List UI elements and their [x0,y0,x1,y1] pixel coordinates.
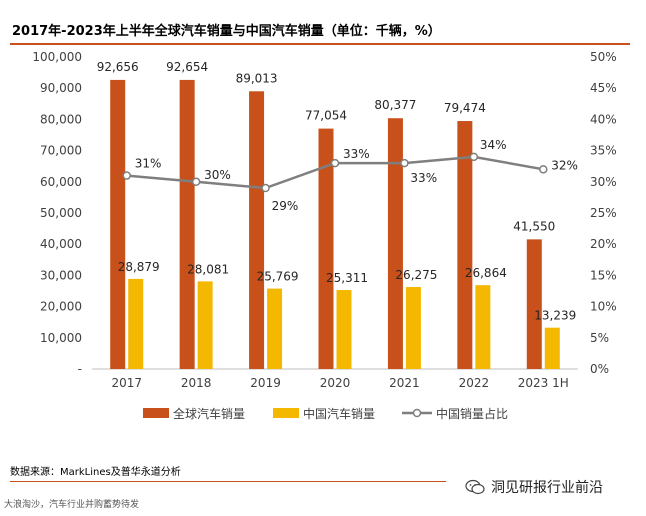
data-label-china-share: 31% [135,157,162,171]
marker-china-share [122,171,131,180]
chart-title: 2017年-2023年上半年全球汽车销量与中国汽车销量（单位：千辆，%） [12,24,441,39]
bar-global-sales [249,91,265,369]
data-label-china-sales: 25,769 [257,270,299,284]
data-label-china-share: 32% [551,158,578,172]
data-label-global-sales: 89,013 [236,71,278,85]
y-left-tick-label: - [78,362,82,376]
bar-global-sales [457,121,473,369]
y-left-tick-label: 90,000 [40,81,82,95]
bar-global-sales [110,79,126,370]
x-tick-label: 2022 [459,376,490,390]
y-left-tick-label: 50,000 [40,206,82,220]
y-left-tick-label: 40,000 [40,237,82,251]
wechat-account-name: 洞见研报行业前沿 [491,480,603,496]
y-left-tick-label: 80,000 [40,112,82,126]
data-label-china-sales: 28,081 [187,262,229,276]
marker-china-share [469,152,479,162]
x-tick-label: 2020 [320,376,351,390]
data-label-global-sales: 77,054 [305,109,347,123]
bar-global-sales [318,128,334,369]
data-label-global-sales: 80,377 [374,98,416,112]
marker-china-share [539,165,548,174]
y-left-tick-label: 30,000 [40,268,82,282]
data-label-global-sales: 92,656 [97,60,139,74]
data-label-global-sales: 79,474 [444,101,486,115]
data-label-china-share: 33% [410,171,437,185]
bar-china-sales [405,287,421,369]
x-tick-label: 2019 [250,376,281,390]
y-left-tick-label: 10,000 [40,331,82,345]
data-label-china-share: 29% [272,199,299,213]
bar-china-sales [544,327,560,369]
data-label-china-sales: 28,879 [118,260,160,274]
y-right-tick-label: 40% [590,112,617,126]
y-left-tick-label: 60,000 [40,175,82,189]
x-tick-label: 2018 [181,376,212,390]
data-label-china-share: 30% [204,168,231,182]
wechat-icon [465,479,485,495]
y-left-tick-label: 70,000 [40,144,82,158]
combo-chart: - 10,000 20,000 30,000 40,000 50,000 60,000 70,… [32,50,617,421]
bar-global-sales [526,239,542,369]
title-divider [10,43,630,45]
x-tick-label: 2021 [389,376,420,390]
marker-china-share [330,158,340,168]
bar-global-sales [387,118,403,370]
y-right-tick-label: 50% [590,50,617,64]
data-label-china-sales: 25,311 [326,271,368,285]
y-right-tick-label: 35% [590,144,617,158]
legend-label-global: 全球汽车销量 [173,406,245,421]
bar-china-sales [197,281,213,369]
bar-china-sales [267,288,283,369]
footer-divider [10,481,446,482]
y-right-tick-label: 25% [590,206,617,220]
data-label-china-share: 33% [343,147,370,161]
y-left-tick-label: 100,000 [32,50,82,64]
wechat-watermark: 洞见研报行业前沿 [465,477,603,497]
source-watermark: 大浪淘沙，汽车行业并购蓄势待发 [4,500,140,510]
bar-china-sales [336,290,352,369]
bar-global-sales [179,79,195,369]
marker-china-share [400,158,409,168]
legend-swatch-china [273,408,299,418]
data-source: 数据来源：MarkLines及普华永道分析 [10,467,181,478]
y-right-tick-label: 5% [590,331,609,345]
data-label-china-share: 34% [480,138,507,152]
y-right-tick-label: 20% [590,237,617,251]
y-right-tick-label: 15% [590,268,617,282]
data-label-global-sales: 92,654 [166,60,208,74]
data-label-china-sales: 26,864 [465,266,507,280]
y-left-tick-label: 20,000 [40,300,82,314]
y-right-tick-label: 0% [590,362,609,376]
marker-china-share [261,183,270,193]
data-label-china-sales: 26,275 [395,268,437,282]
marker-china-share [191,177,201,187]
legend-marker-share [412,408,422,418]
bar-china-sales [128,278,144,369]
x-tick-label: 2023 1H [518,376,569,390]
bar-china-sales [475,285,491,369]
y-right-tick-label: 30% [590,175,617,189]
data-label-china-sales: 13,239 [534,309,576,323]
legend-swatch-global [143,408,169,418]
legend-label-china: 中国汽车销量 [303,406,375,421]
x-tick-label: 2017 [111,376,142,390]
data-label-global-sales: 41,550 [513,219,555,233]
y-right-tick-label: 10% [590,300,617,314]
y-right-tick-label: 45% [590,81,617,95]
legend-label-share: 中国销量占比 [436,406,508,421]
